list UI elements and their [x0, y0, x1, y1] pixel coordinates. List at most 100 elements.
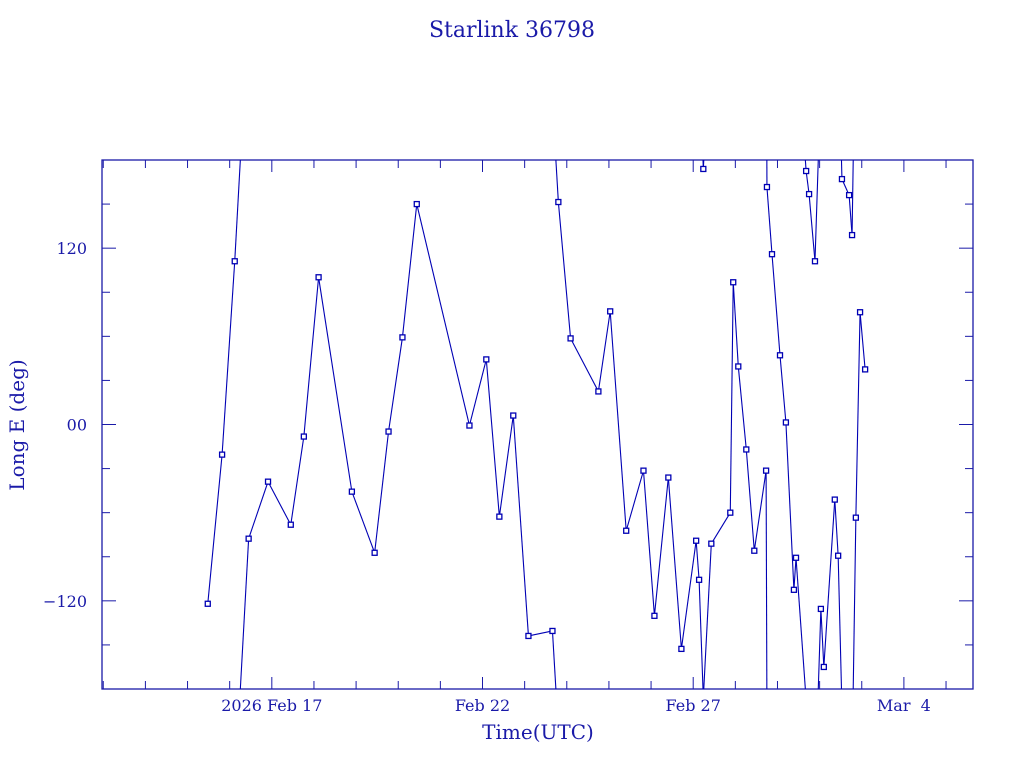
data-point [838, 175, 846, 183]
series-line-segment [667, 477, 682, 649]
series-line-segment [221, 261, 236, 455]
series-line-segment [779, 355, 787, 423]
series-line-segment [695, 540, 700, 580]
series-line-segment [737, 366, 747, 450]
data-point [348, 488, 356, 495]
series-line-segment [820, 608, 825, 667]
data-point [525, 632, 532, 640]
series-line-segment [609, 311, 627, 531]
series-line-segment [512, 415, 529, 636]
data-point [790, 586, 798, 593]
data-point [264, 478, 272, 485]
series-line-segment [823, 499, 836, 667]
series-line-segment [753, 470, 767, 551]
series-line-segment [698, 579, 704, 690]
data-point [651, 612, 658, 619]
data-point [665, 474, 672, 481]
data-point [743, 446, 750, 453]
series-line-segment [765, 470, 768, 690]
series-markers [204, 165, 869, 671]
data-point [782, 419, 790, 426]
data-point [466, 422, 473, 429]
series-line-segment [498, 415, 514, 517]
data-point [623, 527, 630, 534]
series-line-segment [793, 557, 797, 590]
series-line-segment [771, 254, 781, 356]
data-point [385, 428, 392, 435]
series-line-segment [852, 517, 857, 690]
data-point [735, 363, 742, 370]
series-line-segment [290, 436, 305, 525]
series-line-segment [239, 538, 250, 690]
series-line-segment [401, 204, 418, 338]
series-line-segment [318, 277, 353, 492]
data-point [835, 552, 842, 559]
data-point [678, 645, 685, 653]
data-point [695, 576, 703, 583]
series-line-segment [814, 159, 819, 262]
series-line-segment [680, 540, 697, 649]
data-point [700, 165, 707, 173]
data-point [763, 183, 771, 191]
data-point [555, 198, 562, 206]
data-point [300, 433, 307, 440]
data-point [371, 549, 378, 556]
series-line-segment [837, 555, 843, 690]
data-point [231, 258, 238, 265]
series-line-segment [551, 630, 557, 690]
x-tick-label: Feb 22 [455, 696, 510, 715]
data-point [820, 663, 827, 671]
data-point [496, 513, 503, 520]
series-line-segment [785, 422, 795, 590]
data-point [768, 251, 776, 258]
series-line-segment [859, 312, 866, 370]
data-point [315, 274, 322, 281]
series-line-segment [848, 195, 853, 236]
series-line-segment [795, 557, 806, 690]
data-point [567, 335, 574, 342]
series-line-segment [808, 194, 816, 262]
data-point [399, 334, 406, 341]
series-line-segment [851, 159, 854, 236]
data-point [776, 352, 784, 359]
series-line-segment [817, 608, 822, 690]
data-point [831, 496, 838, 503]
series-line-segment [710, 512, 731, 544]
series-line-segment [732, 282, 739, 367]
plot-frame [101, 159, 974, 690]
series-line-segment [625, 470, 645, 531]
series-line-segment [703, 543, 712, 690]
y-tick-label: 120 [56, 239, 87, 258]
series-line-segment [642, 470, 655, 616]
data-point [845, 191, 853, 199]
data-point [762, 467, 770, 474]
series-line-segment [207, 454, 223, 604]
data-point [751, 547, 758, 554]
data-point [708, 540, 715, 547]
series-line-segment [485, 359, 500, 517]
series-line-segment [374, 431, 390, 553]
data-point [483, 356, 490, 363]
data-point [856, 309, 864, 316]
series-line [207, 159, 866, 690]
data-point [287, 521, 294, 528]
series-line-segment [248, 481, 269, 539]
chart-title: Starlink 36798 [429, 18, 595, 43]
series-line-segment [416, 203, 470, 426]
series-line-segment [468, 359, 487, 426]
y-tick-label: 00 [67, 416, 87, 435]
data-point [792, 554, 800, 561]
series-line-segment [805, 170, 810, 195]
data-point [802, 167, 810, 175]
series-line-segment [351, 491, 376, 553]
data-point [852, 514, 860, 521]
data-point [805, 190, 813, 198]
data-point [510, 412, 517, 419]
axis-ticks [102, 160, 973, 689]
y-tick-label: −120 [43, 592, 87, 611]
series-line-segment [729, 282, 734, 513]
x-tick-label: Mar 4 [877, 696, 931, 715]
data-point [607, 308, 614, 315]
